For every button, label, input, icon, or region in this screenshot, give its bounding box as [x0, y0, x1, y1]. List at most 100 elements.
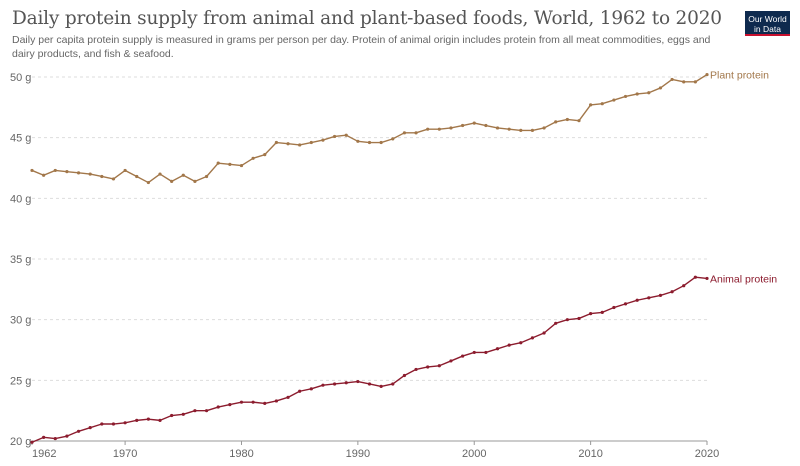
data-point[interactable] — [402, 373, 407, 378]
data-point[interactable] — [367, 140, 372, 145]
data-point[interactable] — [635, 298, 639, 302]
data-point[interactable] — [519, 128, 523, 132]
data-point[interactable] — [414, 131, 418, 135]
data-point[interactable] — [111, 177, 116, 181]
data-point[interactable] — [461, 354, 465, 358]
data-point[interactable] — [379, 384, 383, 388]
data-point[interactable] — [239, 163, 244, 168]
data-point[interactable] — [554, 321, 558, 325]
data-point[interactable] — [612, 98, 616, 102]
data-point[interactable] — [554, 120, 558, 124]
data-point[interactable] — [181, 173, 185, 177]
data-point[interactable] — [484, 123, 488, 128]
data-point[interactable] — [135, 418, 139, 422]
data-point[interactable] — [286, 395, 290, 399]
data-point[interactable] — [298, 143, 302, 147]
data-point[interactable] — [76, 171, 81, 175]
data-point[interactable] — [216, 405, 220, 409]
data-point[interactable] — [251, 400, 255, 404]
data-point[interactable] — [472, 350, 476, 355]
data-point[interactable] — [519, 341, 523, 345]
data-point[interactable] — [414, 367, 418, 372]
data-point[interactable] — [286, 142, 290, 146]
data-point[interactable] — [507, 127, 511, 131]
data-point[interactable] — [263, 401, 267, 405]
data-point[interactable] — [193, 179, 197, 183]
data-point[interactable] — [251, 156, 255, 160]
data-point[interactable] — [600, 102, 604, 106]
data-point[interactable] — [542, 126, 546, 130]
data-point[interactable] — [647, 91, 651, 95]
data-point[interactable] — [100, 174, 104, 179]
data-point[interactable] — [658, 86, 663, 90]
data-point[interactable] — [379, 140, 383, 145]
data-point[interactable] — [693, 275, 697, 279]
data-point[interactable] — [181, 412, 185, 416]
data-point[interactable] — [344, 133, 348, 137]
data-point[interactable] — [600, 310, 604, 314]
data-point[interactable] — [658, 293, 663, 297]
data-point[interactable] — [612, 305, 616, 310]
data-point[interactable] — [356, 139, 360, 143]
series-line[interactable] — [31, 276, 708, 443]
data-point[interactable] — [530, 336, 535, 340]
data-point[interactable] — [332, 134, 337, 139]
data-point[interactable] — [426, 365, 430, 369]
data-point[interactable] — [670, 77, 674, 82]
data-point[interactable] — [228, 162, 232, 166]
data-point[interactable] — [123, 168, 127, 173]
data-point[interactable] — [402, 131, 407, 135]
data-point[interactable] — [30, 440, 34, 444]
owid-logo[interactable]: Our World in Data — [745, 11, 790, 36]
data-point[interactable] — [30, 168, 34, 173]
data-point[interactable] — [321, 138, 325, 142]
data-point[interactable] — [158, 418, 162, 422]
data-point[interactable] — [461, 123, 465, 128]
data-point[interactable] — [170, 179, 174, 183]
data-point[interactable] — [344, 381, 348, 385]
data-point[interactable] — [705, 276, 709, 281]
data-point[interactable] — [565, 318, 569, 322]
data-point[interactable] — [449, 359, 453, 363]
data-point[interactable] — [495, 347, 500, 351]
data-point[interactable] — [274, 399, 278, 403]
data-point[interactable] — [449, 126, 453, 130]
data-point[interactable] — [705, 72, 709, 77]
data-point[interactable] — [507, 343, 511, 347]
data-point[interactable] — [542, 331, 546, 335]
data-point[interactable] — [146, 180, 150, 185]
data-point[interactable] — [158, 172, 162, 176]
data-point[interactable] — [589, 312, 593, 316]
data-point[interactable] — [204, 409, 209, 413]
data-point[interactable] — [65, 170, 69, 174]
data-point[interactable] — [437, 364, 441, 368]
data-point[interactable] — [391, 382, 395, 386]
data-point[interactable] — [332, 382, 337, 386]
data-point[interactable] — [274, 140, 278, 145]
data-point[interactable] — [589, 103, 593, 107]
data-point[interactable] — [530, 128, 535, 132]
data-point[interactable] — [76, 429, 81, 433]
data-point[interactable] — [367, 382, 372, 386]
data-point[interactable] — [321, 383, 325, 387]
data-point[interactable] — [577, 316, 581, 321]
series-line[interactable] — [31, 73, 708, 184]
data-point[interactable] — [239, 400, 244, 404]
data-point[interactable] — [88, 426, 92, 430]
data-point[interactable] — [693, 80, 697, 84]
data-point[interactable] — [437, 127, 441, 131]
data-point[interactable] — [635, 92, 639, 96]
series-label[interactable]: Plant protein — [710, 70, 769, 82]
data-point[interactable] — [670, 290, 674, 294]
data-point[interactable] — [309, 140, 313, 145]
data-point[interactable] — [472, 121, 476, 125]
data-point[interactable] — [42, 435, 46, 439]
data-point[interactable] — [111, 422, 116, 426]
data-point[interactable] — [204, 174, 209, 179]
data-point[interactable] — [123, 421, 127, 425]
data-point[interactable] — [577, 119, 581, 123]
data-point[interactable] — [263, 153, 267, 157]
data-point[interactable] — [146, 417, 150, 421]
series-label[interactable]: Animal protein — [710, 273, 777, 285]
data-point[interactable] — [356, 379, 360, 384]
